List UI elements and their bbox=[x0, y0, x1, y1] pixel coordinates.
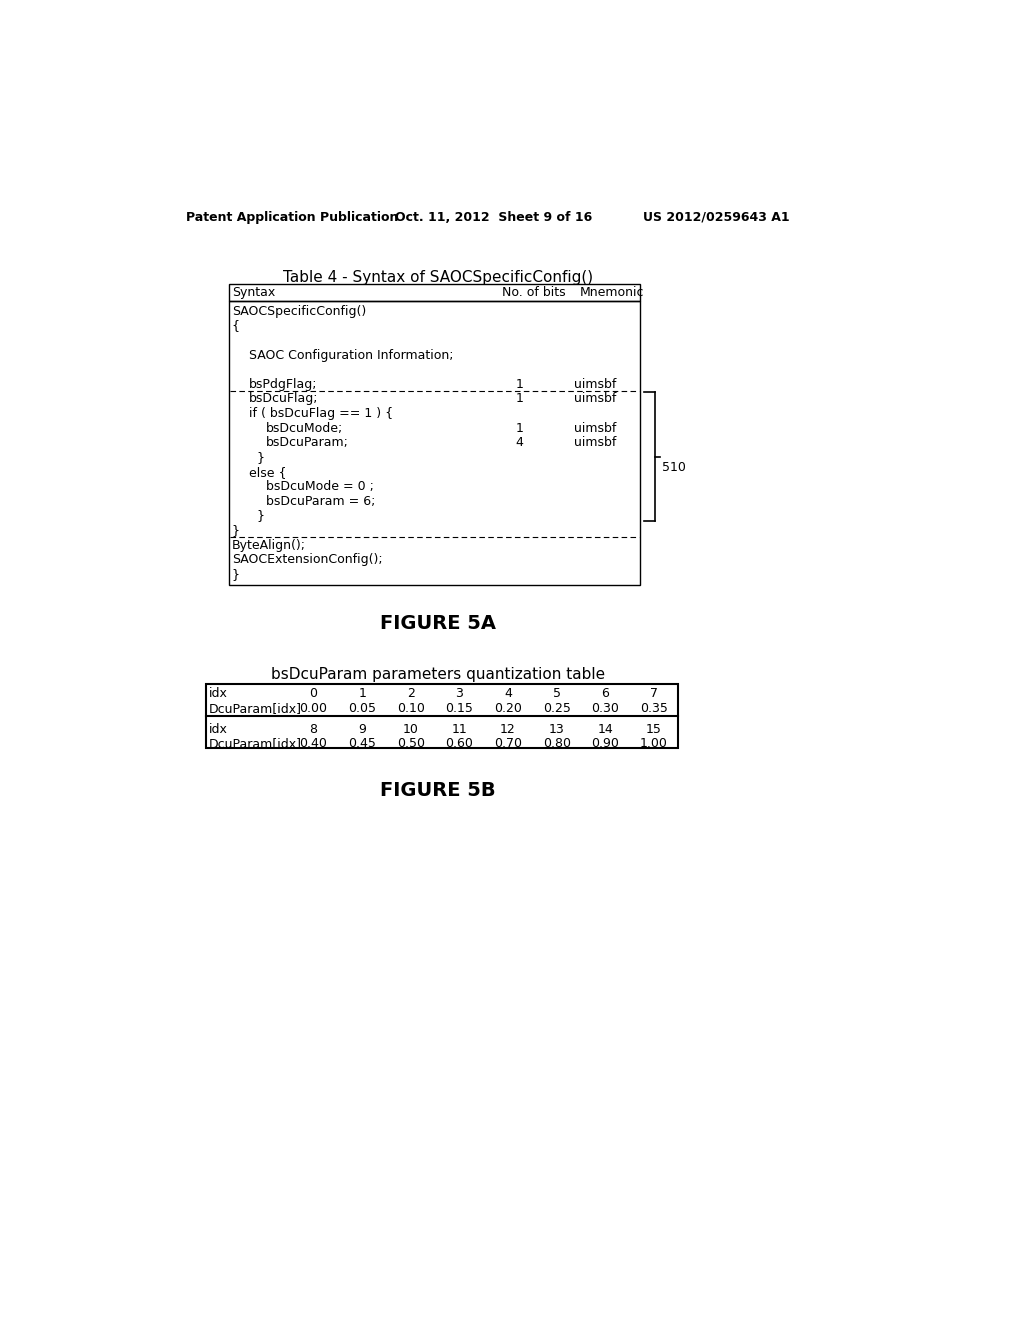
Text: bsDcuParam parameters quantization table: bsDcuParam parameters quantization table bbox=[271, 667, 605, 681]
Text: No. of bits: No. of bits bbox=[502, 286, 565, 300]
Text: US 2012/0259643 A1: US 2012/0259643 A1 bbox=[643, 211, 790, 224]
Bar bbox=[228, 284, 640, 301]
Text: 13: 13 bbox=[549, 723, 564, 735]
Text: 0.80: 0.80 bbox=[543, 738, 570, 751]
Text: 0: 0 bbox=[309, 688, 317, 701]
Text: 15: 15 bbox=[646, 723, 662, 735]
Text: 0.50: 0.50 bbox=[396, 738, 425, 751]
Text: 4: 4 bbox=[515, 437, 523, 449]
Text: 0.60: 0.60 bbox=[445, 738, 473, 751]
Text: ByteAlign();: ByteAlign(); bbox=[231, 539, 306, 552]
Text: bsDcuMode = 0 ;: bsDcuMode = 0 ; bbox=[266, 480, 374, 494]
Text: 0.20: 0.20 bbox=[495, 702, 522, 715]
Text: FIGURE 5B: FIGURE 5B bbox=[380, 780, 496, 800]
Text: 1: 1 bbox=[358, 688, 367, 701]
Text: }: } bbox=[231, 524, 240, 537]
Text: bsPdgFlag;: bsPdgFlag; bbox=[249, 378, 317, 391]
Text: bsDcuMode;: bsDcuMode; bbox=[266, 422, 343, 434]
Text: 3: 3 bbox=[456, 688, 463, 701]
Text: }: } bbox=[249, 451, 265, 465]
Text: Oct. 11, 2012  Sheet 9 of 16: Oct. 11, 2012 Sheet 9 of 16 bbox=[395, 211, 593, 224]
Text: else {: else { bbox=[249, 466, 287, 479]
Text: 1: 1 bbox=[515, 422, 523, 434]
Text: idx: idx bbox=[209, 688, 227, 701]
Text: uimsbf: uimsbf bbox=[573, 437, 616, 449]
Text: 14: 14 bbox=[597, 723, 613, 735]
Text: Syntax: Syntax bbox=[231, 286, 275, 300]
Text: Patent Application Publication: Patent Application Publication bbox=[186, 211, 398, 224]
Text: if ( bsDcuFlag == 1 ) {: if ( bsDcuFlag == 1 ) { bbox=[249, 407, 393, 420]
Text: 1.00: 1.00 bbox=[640, 738, 668, 751]
Text: 1: 1 bbox=[515, 378, 523, 391]
Text: 6: 6 bbox=[601, 688, 609, 701]
Text: 11: 11 bbox=[452, 723, 467, 735]
Text: uimsbf: uimsbf bbox=[573, 422, 616, 434]
Text: idx: idx bbox=[209, 723, 227, 735]
Text: 510: 510 bbox=[662, 461, 686, 474]
Text: 0.90: 0.90 bbox=[592, 738, 620, 751]
Text: DcuParam[idx]: DcuParam[idx] bbox=[209, 738, 302, 751]
Text: SAOC Configuration Information;: SAOC Configuration Information; bbox=[249, 348, 454, 362]
Text: 0.40: 0.40 bbox=[300, 738, 328, 751]
Text: 1: 1 bbox=[515, 392, 523, 405]
Text: 2: 2 bbox=[407, 688, 415, 701]
Text: 0.70: 0.70 bbox=[494, 738, 522, 751]
Text: bsDcuFlag;: bsDcuFlag; bbox=[249, 392, 318, 405]
Text: 0.25: 0.25 bbox=[543, 702, 570, 715]
Bar bbox=[228, 301, 640, 585]
Text: 0.10: 0.10 bbox=[397, 702, 425, 715]
Text: 0.30: 0.30 bbox=[592, 702, 620, 715]
Text: SAOCSpecificConfig(): SAOCSpecificConfig() bbox=[231, 305, 367, 318]
Text: }: } bbox=[231, 568, 240, 581]
Bar bbox=[206, 684, 678, 748]
Text: uimsbf: uimsbf bbox=[573, 392, 616, 405]
Text: 12: 12 bbox=[500, 723, 516, 735]
Text: Mnemonic: Mnemonic bbox=[580, 286, 644, 300]
Text: uimsbf: uimsbf bbox=[573, 378, 616, 391]
Text: Table 4 - Syntax of SAOCSpecificConfig(): Table 4 - Syntax of SAOCSpecificConfig() bbox=[283, 271, 593, 285]
Text: 0.35: 0.35 bbox=[640, 702, 668, 715]
Text: bsDcuParam = 6;: bsDcuParam = 6; bbox=[266, 495, 376, 508]
Text: }: } bbox=[249, 510, 265, 523]
Text: 7: 7 bbox=[650, 688, 658, 701]
Text: DcuParam[idx]: DcuParam[idx] bbox=[209, 702, 302, 715]
Text: 10: 10 bbox=[402, 723, 419, 735]
Text: 0.00: 0.00 bbox=[299, 702, 328, 715]
Text: SAOCExtensionConfig();: SAOCExtensionConfig(); bbox=[231, 553, 383, 566]
Text: 5: 5 bbox=[553, 688, 561, 701]
Text: 0.15: 0.15 bbox=[445, 702, 473, 715]
Text: 0.45: 0.45 bbox=[348, 738, 376, 751]
Text: 8: 8 bbox=[309, 723, 317, 735]
Text: 9: 9 bbox=[358, 723, 367, 735]
Text: FIGURE 5A: FIGURE 5A bbox=[380, 614, 496, 634]
Text: 0.05: 0.05 bbox=[348, 702, 376, 715]
Text: 4: 4 bbox=[504, 688, 512, 701]
Text: {: { bbox=[231, 319, 240, 333]
Text: bsDcuParam;: bsDcuParam; bbox=[266, 437, 349, 449]
